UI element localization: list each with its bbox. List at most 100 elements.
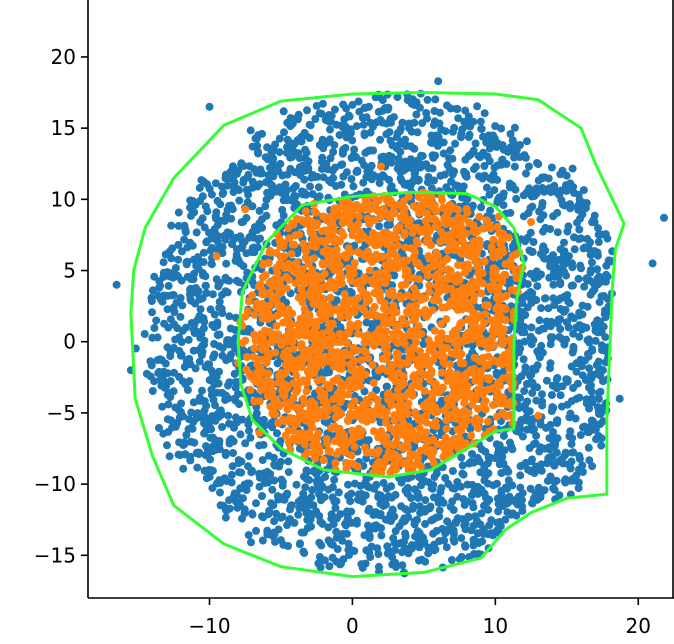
data-point [222, 210, 231, 219]
data-point [270, 517, 279, 526]
data-point [578, 301, 587, 310]
data-point [326, 154, 335, 163]
data-point [564, 222, 573, 231]
data-point [593, 251, 602, 260]
data-point [585, 364, 594, 373]
data-point [225, 340, 233, 349]
data-point [550, 477, 559, 486]
data-point [192, 228, 201, 237]
data-point [516, 471, 525, 480]
data-point [378, 313, 387, 322]
data-point [595, 405, 604, 414]
data-point [112, 280, 121, 289]
data-point [527, 340, 536, 349]
data-point [362, 113, 371, 122]
data-point [258, 305, 266, 314]
data-point [231, 378, 240, 386]
data-point [569, 342, 578, 351]
data-point [441, 529, 450, 538]
data-point [217, 304, 226, 313]
data-point [191, 284, 200, 292]
data-point [337, 228, 346, 236]
data-point [330, 475, 339, 484]
data-point [414, 492, 423, 501]
data-point [231, 396, 240, 405]
data-point [215, 437, 224, 445]
data-point [523, 397, 532, 406]
data-point [423, 209, 432, 218]
data-point [528, 389, 537, 398]
data-point [273, 269, 282, 278]
data-point [297, 340, 306, 349]
data-point [386, 136, 395, 145]
data-point [464, 112, 473, 121]
data-point [574, 484, 583, 493]
data-point [158, 402, 167, 411]
data-point [174, 450, 183, 459]
data-point [511, 185, 520, 194]
data-point [379, 478, 388, 487]
data-point [238, 514, 246, 523]
data-point [529, 238, 538, 246]
data-point [365, 266, 374, 275]
data-point [509, 138, 518, 147]
data-point [586, 238, 595, 247]
data-point [314, 183, 323, 192]
data-point [516, 393, 524, 402]
data-point [587, 374, 596, 383]
data-point [354, 97, 363, 106]
data-point [424, 310, 433, 319]
data-point [403, 484, 412, 492]
data-point [584, 350, 592, 358]
data-point [325, 562, 334, 571]
data-point [301, 483, 310, 492]
data-point [546, 364, 554, 373]
data-point [430, 107, 439, 115]
data-point [327, 247, 336, 256]
data-point [279, 107, 288, 116]
data-point [294, 510, 303, 519]
data-point [575, 393, 584, 402]
data-point [483, 375, 492, 383]
data-point [187, 296, 196, 305]
data-point [467, 457, 476, 466]
data-point [493, 161, 502, 170]
data-point [315, 512, 324, 520]
data-point [520, 387, 529, 395]
data-point [300, 549, 309, 558]
data-point [448, 169, 457, 178]
data-point [528, 378, 537, 387]
data-point [437, 320, 446, 328]
data-point [549, 280, 558, 289]
data-point [273, 429, 281, 438]
data-point [539, 253, 548, 262]
data-point [170, 368, 179, 377]
data-point [271, 348, 280, 357]
data-point [189, 417, 198, 426]
data-point [318, 99, 327, 108]
data-point [409, 244, 418, 253]
data-point [333, 374, 342, 383]
data-point [556, 325, 565, 334]
data-point [250, 330, 258, 339]
data-point [466, 304, 475, 313]
data-point [397, 358, 406, 367]
data-point [246, 433, 255, 442]
data-point [448, 484, 457, 493]
data-point [454, 205, 462, 214]
data-point [364, 354, 373, 363]
data-point [506, 438, 514, 447]
data-point [563, 318, 571, 327]
data-point [512, 511, 521, 520]
data-point [542, 376, 551, 385]
data-point [595, 272, 604, 281]
data-point [577, 264, 585, 273]
data-point [526, 269, 535, 278]
data-point [412, 110, 421, 119]
data-point [588, 218, 597, 227]
data-point [163, 291, 172, 300]
data-point [601, 313, 610, 322]
data-point [453, 514, 462, 523]
data-point [596, 320, 605, 329]
data-point [524, 465, 533, 474]
